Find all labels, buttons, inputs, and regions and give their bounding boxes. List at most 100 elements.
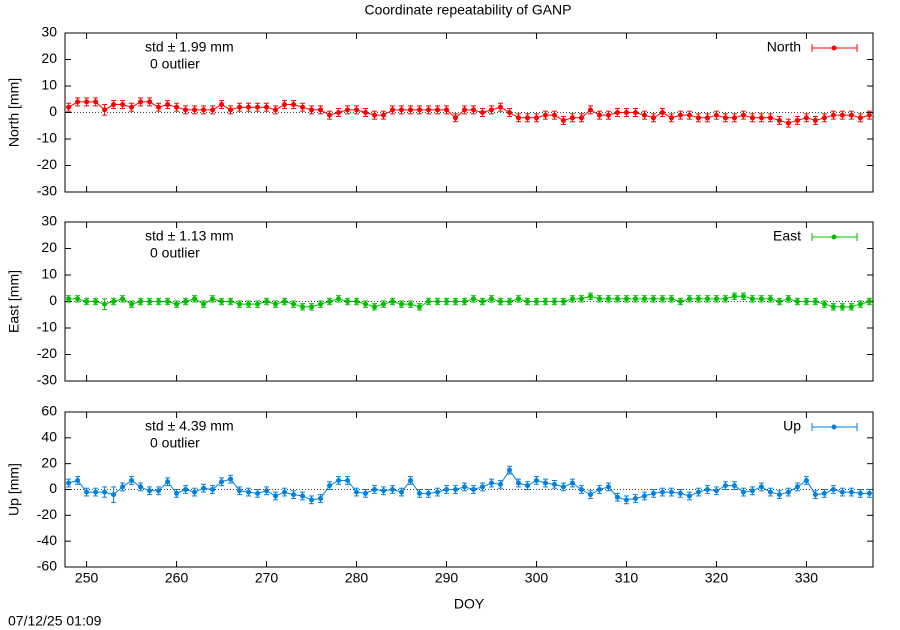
- data-point: [668, 489, 674, 495]
- data-point: [300, 104, 306, 110]
- data-point: [345, 107, 351, 113]
- data-point: [587, 107, 593, 113]
- annotation: std ± 1.13 mm: [145, 228, 234, 244]
- data-point: [515, 296, 521, 302]
- data-point: [363, 490, 369, 496]
- y-tick-label: -60: [37, 558, 57, 574]
- y-tick-label: -20: [37, 506, 57, 522]
- data-point: [246, 489, 252, 495]
- y-tick-label: 30: [41, 213, 57, 229]
- data-point: [713, 488, 719, 494]
- data-point: [84, 299, 90, 304]
- data-point: [533, 477, 539, 483]
- data-point: [210, 107, 216, 113]
- data-point: [614, 494, 620, 500]
- data-point: [605, 296, 611, 302]
- data-point: [578, 296, 584, 302]
- data-point: [300, 493, 306, 499]
- legend-label: Up: [783, 418, 801, 434]
- data-point: [569, 296, 575, 302]
- data-point: [246, 301, 252, 307]
- data-point: [623, 110, 629, 115]
- data-point: [515, 115, 521, 121]
- data-point: [381, 301, 387, 307]
- data-point: [830, 112, 836, 118]
- data-point: [228, 299, 234, 304]
- data-point: [659, 489, 665, 495]
- data-point: [857, 301, 863, 307]
- data-point: [435, 489, 441, 495]
- data-point: [264, 104, 270, 110]
- data-point: [210, 296, 216, 302]
- data-point: [444, 487, 450, 492]
- y-tick-label: 20: [41, 239, 57, 255]
- data-point: [444, 299, 450, 304]
- data-point: [111, 299, 117, 304]
- data-point: [614, 110, 620, 115]
- data-point: [866, 299, 872, 304]
- data-point: [84, 99, 90, 105]
- data-point: [677, 112, 683, 118]
- data-point: [417, 304, 423, 310]
- data-point: [291, 492, 297, 498]
- x-tick-label: 290: [435, 570, 459, 586]
- data-point: [614, 296, 620, 302]
- data-point: [560, 117, 566, 123]
- y-tick-label: 60: [41, 403, 57, 419]
- data-point: [264, 488, 270, 494]
- data-point: [821, 490, 827, 496]
- data-point: [147, 488, 153, 494]
- data-point: [273, 493, 279, 499]
- data-point: [857, 115, 863, 121]
- data-point: [390, 487, 396, 492]
- data-point: [426, 107, 432, 113]
- data-point: [336, 477, 342, 483]
- data-point: [488, 107, 494, 113]
- data-point: [704, 115, 710, 121]
- data-point: [102, 489, 108, 495]
- data-point: [66, 480, 72, 486]
- data-point: [533, 299, 539, 304]
- data-point: [336, 110, 342, 115]
- data-point: [219, 479, 225, 485]
- data-point: [803, 115, 809, 121]
- data-point: [381, 488, 387, 494]
- data-point: [740, 489, 746, 495]
- data-point: [318, 107, 324, 113]
- data-point: [686, 493, 692, 499]
- annotation: std ± 1.99 mm: [145, 39, 234, 55]
- data-point: [183, 487, 189, 492]
- data-point: [210, 487, 216, 492]
- data-point: [129, 301, 135, 307]
- data-point: [497, 299, 503, 304]
- data-point: [479, 110, 485, 115]
- data-point: [470, 296, 476, 302]
- data-point: [551, 481, 557, 487]
- data-point: [677, 299, 683, 304]
- data-point: [345, 299, 351, 304]
- data-point: [551, 299, 557, 304]
- data-point: [812, 299, 818, 304]
- series-line: [68, 469, 870, 501]
- data-point: [273, 107, 279, 113]
- timestamp: 07/12/25 01:09: [8, 613, 102, 629]
- data-point: [488, 296, 494, 302]
- data-point: [354, 299, 360, 304]
- y-tick-label: -40: [37, 532, 57, 548]
- data-point: [345, 477, 351, 483]
- data-point: [399, 107, 405, 113]
- data-point: [255, 104, 261, 110]
- data-point: [506, 467, 512, 473]
- annotation: std ± 4.39 mm: [145, 418, 234, 434]
- data-point: [776, 117, 782, 123]
- data-point: [408, 107, 414, 113]
- y-tick-label: 10: [41, 266, 57, 282]
- data-point: [237, 301, 243, 307]
- data-point: [399, 301, 405, 307]
- y-tick-label: -10: [37, 130, 57, 146]
- data-point: [417, 490, 423, 496]
- data-point: [677, 490, 683, 496]
- data-point: [758, 296, 764, 302]
- data-point: [479, 484, 485, 490]
- data-point: [830, 304, 836, 310]
